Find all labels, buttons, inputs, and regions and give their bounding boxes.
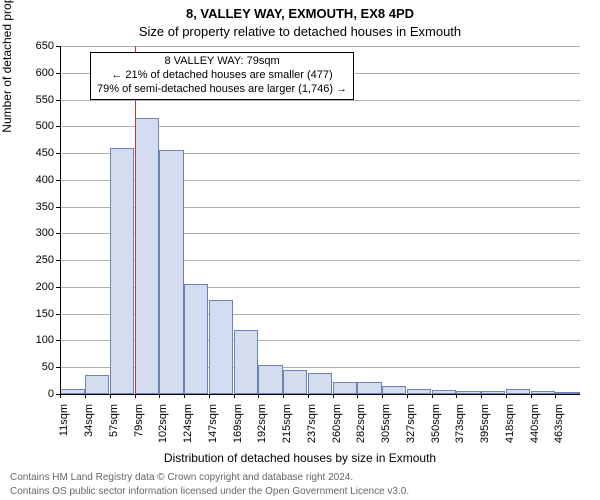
histogram-bar — [308, 373, 332, 394]
xtick-label: 418sqm — [504, 404, 516, 443]
annotation-line2: ← 21% of detached houses are smaller (47… — [97, 69, 347, 83]
ytick-label: 650 — [36, 40, 54, 52]
xtick-label: 395sqm — [479, 404, 491, 443]
xtick-label: 282sqm — [355, 404, 367, 443]
xtick-label: 102sqm — [157, 404, 169, 443]
histogram-bar — [135, 118, 159, 394]
annotation-line3: 79% of semi-detached houses are larger (… — [97, 83, 347, 97]
xtick-label: 57sqm — [108, 404, 120, 437]
y-axis-label: Number of detached properties — [0, 0, 14, 230]
histogram-bar — [110, 148, 134, 394]
ytick-label: 500 — [36, 120, 54, 132]
ytick-label: 600 — [36, 67, 54, 79]
histogram-bar — [333, 382, 357, 394]
xtick-label: 147sqm — [207, 404, 219, 443]
xtick-label: 124sqm — [182, 404, 194, 443]
histogram-bar — [382, 386, 406, 394]
xtick-label: 237sqm — [306, 404, 318, 443]
ytick-label: 400 — [36, 174, 54, 186]
xtick-label: 192sqm — [256, 404, 268, 443]
histogram-bar — [159, 150, 183, 394]
annotation-box: 8 VALLEY WAY: 79sqm← 21% of detached hou… — [90, 52, 354, 100]
ytick-label: 350 — [36, 201, 54, 213]
ytick-label: 450 — [36, 147, 54, 159]
gridline — [60, 46, 580, 47]
histogram-bar — [234, 330, 258, 394]
xtick-label: 79sqm — [133, 404, 145, 437]
xtick-label: 373sqm — [454, 404, 466, 443]
xtick-label: 327sqm — [405, 404, 417, 443]
xtick-label: 350sqm — [430, 404, 442, 443]
ytick-label: 0 — [48, 388, 54, 400]
footer-line2: Contains OS public sector information li… — [10, 486, 409, 497]
x-axis-line — [60, 394, 580, 395]
xtick-label: 169sqm — [232, 404, 244, 443]
xtick-label: 440sqm — [529, 404, 541, 443]
ytick-label: 250 — [36, 254, 54, 266]
ytick-label: 100 — [36, 334, 54, 346]
histogram-bar — [258, 365, 282, 394]
histogram-bar — [184, 284, 208, 394]
chart-title-line1: 8, VALLEY WAY, EXMOUTH, EX8 4PD — [0, 6, 600, 21]
histogram-bar — [283, 370, 307, 394]
ytick-label: 300 — [36, 227, 54, 239]
annotation-line1: 8 VALLEY WAY: 79sqm — [97, 55, 347, 69]
histogram-bar — [357, 382, 381, 394]
ytick-label: 50 — [42, 361, 54, 373]
plot-area: 0501001502002503003504004505005506006501… — [60, 46, 580, 394]
xtick-label: 34sqm — [83, 404, 95, 437]
xtick-label: 215sqm — [281, 404, 293, 443]
ytick-label: 150 — [36, 308, 54, 320]
ytick-label: 550 — [36, 94, 54, 106]
footer-line1: Contains HM Land Registry data © Crown c… — [10, 472, 353, 483]
xtick-label: 260sqm — [331, 404, 343, 443]
xtick-label: 305sqm — [380, 404, 392, 443]
histogram-bar — [85, 375, 109, 394]
chart-title-line2: Size of property relative to detached ho… — [0, 24, 600, 39]
x-axis-label: Distribution of detached houses by size … — [0, 451, 600, 465]
y-axis-line — [60, 46, 61, 394]
chart-container: 8, VALLEY WAY, EXMOUTH, EX8 4PD Size of … — [0, 0, 600, 500]
xtick-label: 463sqm — [553, 404, 565, 443]
xtick-label: 11sqm — [58, 404, 70, 436]
ytick-label: 200 — [36, 281, 54, 293]
histogram-bar — [209, 300, 233, 394]
